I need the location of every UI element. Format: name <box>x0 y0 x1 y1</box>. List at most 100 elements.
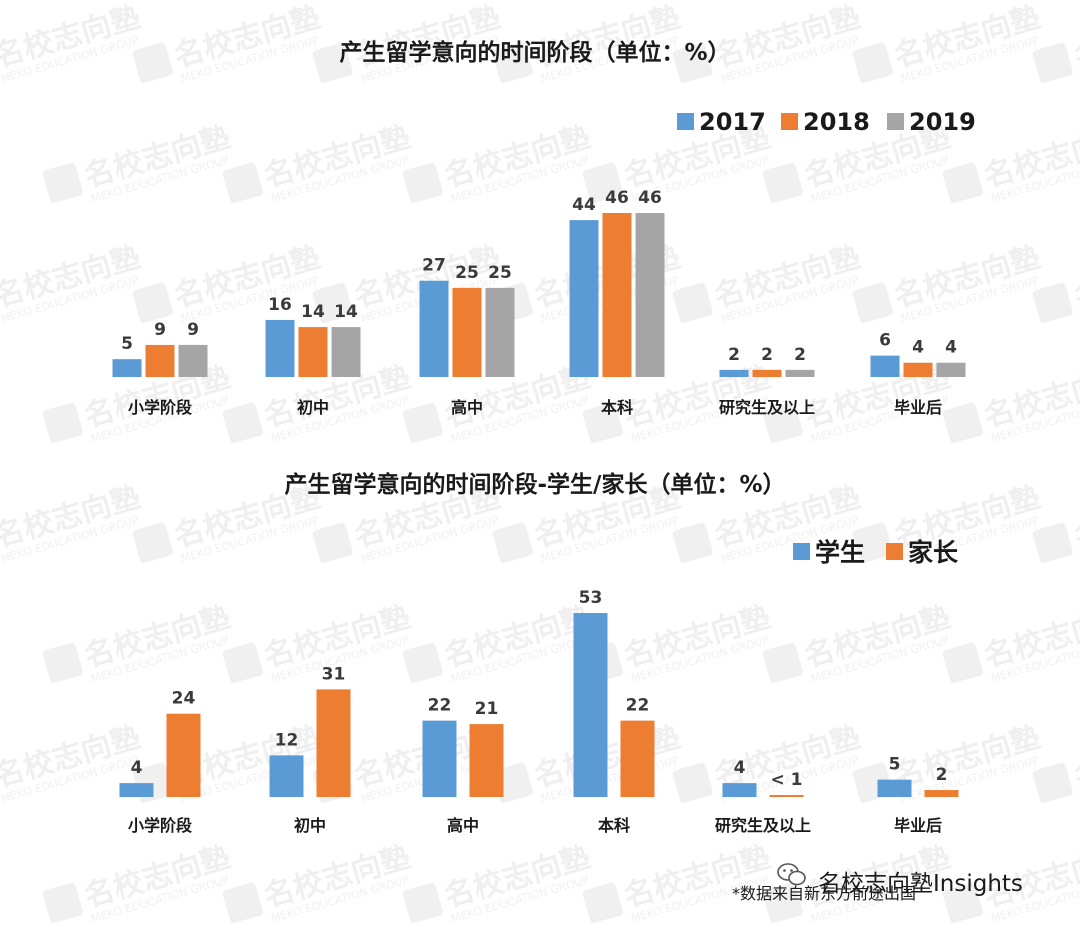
chart-2-title: 产生留学意向的时间阶段-学生/家长（单位：%） <box>285 471 786 498</box>
bar-学生-2 <box>422 720 457 797</box>
value-label-2017-5: 6 <box>879 331 891 351</box>
value-label-2017-4: 2 <box>728 345 740 365</box>
bar-家长-4 <box>769 795 804 797</box>
category-label-2: 高中 <box>451 398 483 417</box>
svg-text:名校志向塾: 名校志向塾 <box>1070 480 1080 555</box>
legend-label-student: 学生 <box>815 538 865 567</box>
bar-2018-1 <box>298 327 328 377</box>
svg-text:名校志向塾: 名校志向塾 <box>1070 240 1080 315</box>
bar-2018-2 <box>452 287 482 377</box>
value-label-学生-2: 22 <box>428 696 452 716</box>
legend-label-2017: 2017 <box>699 108 766 136</box>
bar-学生-3 <box>573 613 608 797</box>
bar-家长-1 <box>316 689 351 797</box>
value-label-家长-1: 31 <box>322 664 346 684</box>
chart-2-plot: 4 24 小学阶段 12 31 初中 22 21 高中 53 22 本科 4 < 1 研究生及以上 5 2 毕业后 <box>119 588 959 835</box>
bar-2018-3 <box>602 213 632 377</box>
bar-2019-1 <box>331 327 361 377</box>
legend-swatch-2017 <box>677 113 694 130</box>
chart-2: 产生留学意向的时间阶段-学生/家长（单位：%） 学生 家长 424小学阶段123… <box>119 471 959 835</box>
category-label-5: 毕业后 <box>894 816 942 835</box>
value-label-家长-2: 21 <box>475 699 499 719</box>
bar-学生-1 <box>269 755 304 797</box>
value-label-2018-2: 25 <box>455 263 479 283</box>
svg-text:名校志向塾: 名校志向塾 <box>1070 720 1080 795</box>
value-label-学生-0: 4 <box>131 758 143 778</box>
bar-2017-0 <box>112 359 142 377</box>
value-label-学生-4: 4 <box>734 758 746 778</box>
legend-swatch-2018 <box>781 113 798 130</box>
value-label-2018-1: 14 <box>301 302 325 322</box>
bar-家长-3 <box>620 720 655 797</box>
value-label-家长-4: < 1 <box>771 770 803 790</box>
bar-2017-1 <box>265 319 295 377</box>
category-label-2: 高中 <box>447 816 479 835</box>
legend-swatch-parent <box>886 543 903 560</box>
bar-2017-3 <box>569 220 599 377</box>
category-label-3: 本科 <box>601 398 633 417</box>
bar-2017-2 <box>419 280 449 377</box>
legend-swatch-student <box>793 543 810 560</box>
value-label-2018-5: 4 <box>912 338 924 358</box>
legend-item-2017: 2017 <box>677 108 766 136</box>
bar-家长-2 <box>469 724 504 797</box>
bar-学生-5 <box>877 779 912 797</box>
svg-text:名校志向塾: 名校志向塾 <box>1070 0 1080 75</box>
value-label-2018-3: 46 <box>605 188 629 208</box>
legend-item-student: 学生 <box>793 538 865 567</box>
legend-item-2019: 2019 <box>887 108 976 136</box>
value-label-2019-0: 9 <box>187 320 199 340</box>
category-label-0: 小学阶段 <box>128 816 193 835</box>
bar-2019-4 <box>785 369 815 377</box>
category-label-4: 研究生及以上 <box>715 816 811 835</box>
bar-学生-0 <box>119 783 154 797</box>
value-label-学生-5: 5 <box>889 755 901 775</box>
value-label-家长-5: 2 <box>936 765 948 785</box>
legend-label-2018: 2018 <box>803 108 870 136</box>
value-label-2017-1: 16 <box>268 295 292 315</box>
wechat-icon <box>777 863 806 886</box>
category-label-5: 毕业后 <box>894 398 942 417</box>
category-label-0: 小学阶段 <box>128 398 193 417</box>
bar-2019-2 <box>485 287 515 377</box>
value-label-2018-0: 9 <box>154 320 166 340</box>
footer: *数据来自新东方前途出国 名校志向塾Insights <box>732 863 1023 903</box>
value-label-学生-1: 12 <box>275 730 299 750</box>
legend-label-2019: 2019 <box>909 108 976 136</box>
category-label-3: 本科 <box>598 816 630 835</box>
value-label-2017-0: 5 <box>121 334 133 354</box>
value-label-家长-0: 24 <box>172 689 196 709</box>
bar-家长-5 <box>924 790 959 797</box>
value-label-2019-5: 4 <box>945 338 957 358</box>
bar-2017-5 <box>870 355 900 377</box>
bar-2017-4 <box>719 369 749 377</box>
value-label-2017-3: 44 <box>572 195 596 215</box>
legend-item-parent: 家长 <box>886 538 959 567</box>
value-label-2019-1: 14 <box>334 302 358 322</box>
legend-swatch-2019 <box>887 113 904 130</box>
value-label-2019-4: 2 <box>794 345 806 365</box>
legend-label-parent: 家长 <box>908 538 959 567</box>
value-label-2019-2: 25 <box>488 263 512 283</box>
value-label-2017-2: 27 <box>422 256 446 276</box>
